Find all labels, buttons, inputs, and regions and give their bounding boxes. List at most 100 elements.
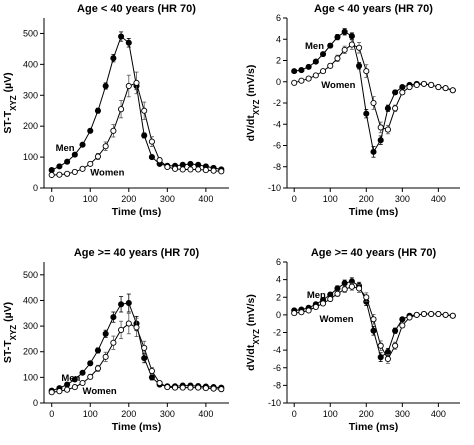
data-point <box>384 348 391 355</box>
data-point <box>141 355 148 362</box>
data-point <box>71 384 78 391</box>
x-tick-label: 300 <box>160 194 175 204</box>
y-tick-label: -10 <box>268 398 281 408</box>
data-point <box>327 42 334 49</box>
y-tick-label: -6 <box>273 363 281 373</box>
data-point <box>102 143 109 150</box>
y-tick-label: 500 <box>23 270 38 280</box>
y-tick-label: 2 <box>276 56 281 66</box>
series-label: Men <box>307 290 326 301</box>
y-axis-label: ST-TXYZ (µV) <box>2 72 18 133</box>
data-point <box>413 311 420 318</box>
data-point <box>399 84 406 91</box>
data-point <box>377 124 384 131</box>
y-tick-label: 100 <box>23 152 38 162</box>
y-tick-label: 6 <box>276 257 281 267</box>
data-point <box>110 339 117 346</box>
data-point <box>87 160 94 167</box>
y-tick-label: 2 <box>276 292 281 302</box>
data-point <box>71 151 78 158</box>
data-point <box>141 344 148 351</box>
data-point <box>428 81 435 88</box>
series-label: Women <box>90 168 124 179</box>
data-point <box>79 379 86 387</box>
data-point <box>370 316 377 323</box>
x-tick-label: 100 <box>323 409 338 419</box>
x-axis-label: Time (ms) <box>349 206 398 218</box>
chart-panel-2: Age < 40 years (HR 70) 0 100 200 300 400 -10 -8… <box>245 3 460 218</box>
data-point <box>171 384 179 391</box>
data-point <box>334 34 341 41</box>
data-point <box>218 386 225 393</box>
data-point <box>87 127 94 134</box>
data-point <box>406 84 413 91</box>
data-point <box>363 294 370 301</box>
data-point <box>356 285 363 292</box>
y-tick-label: -4 <box>273 119 281 129</box>
y-tick-label: -8 <box>273 162 281 172</box>
data-point <box>420 80 428 87</box>
x-tick-label: 0 <box>49 409 54 419</box>
data-point <box>319 68 327 75</box>
data-point <box>399 89 406 96</box>
data-point <box>102 82 109 90</box>
y-tick-label: 400 <box>23 59 38 69</box>
data-point <box>399 316 406 323</box>
y-tick-label: 4 <box>276 275 281 285</box>
data-point <box>319 51 327 58</box>
data-point <box>110 55 117 62</box>
data-point <box>195 166 202 173</box>
data-point <box>79 141 86 148</box>
data-point <box>64 386 71 393</box>
y-tick-label: 300 <box>23 321 38 331</box>
data-point <box>312 72 319 79</box>
data-point <box>56 388 63 395</box>
data-point <box>341 46 348 53</box>
data-point <box>392 327 399 334</box>
data-point <box>71 168 78 175</box>
data-point <box>348 283 355 290</box>
data-point <box>406 314 413 321</box>
chart-panel-1: Age < 40 years (HR 70) 0 100 200 300 400 0 100 2… <box>2 3 229 218</box>
x-tick-label: 200 <box>121 409 136 419</box>
data-point <box>79 369 86 376</box>
data-point <box>210 167 217 174</box>
data-point <box>363 68 370 75</box>
series-women <box>291 282 456 364</box>
data-point <box>125 320 132 327</box>
x-tick-label: 0 <box>49 194 54 204</box>
data-point <box>148 138 155 145</box>
data-point <box>384 355 391 362</box>
y-tick-label: 4 <box>276 34 281 44</box>
data-point <box>94 153 102 160</box>
y-tick-label: 6 <box>276 13 281 23</box>
x-tick-label: 0 <box>292 194 297 204</box>
data-point <box>334 55 341 62</box>
data-point <box>377 342 384 349</box>
y-tick-label: 200 <box>23 347 38 357</box>
x-tick-label: 100 <box>323 194 338 204</box>
data-point <box>370 99 377 107</box>
series-label: Men <box>61 373 80 384</box>
data-point <box>202 167 209 174</box>
data-point <box>327 62 334 69</box>
data-point <box>341 28 348 35</box>
data-point <box>125 82 132 90</box>
data-point <box>187 384 194 391</box>
data-point <box>125 39 132 46</box>
data-point <box>392 105 399 112</box>
data-point <box>156 157 163 164</box>
data-point <box>79 165 86 172</box>
x-tick-label: 200 <box>121 194 136 204</box>
data-point <box>420 310 428 318</box>
data-point <box>141 132 148 139</box>
series-women <box>48 71 225 179</box>
data-point <box>48 171 55 179</box>
series-label: Women <box>319 314 353 325</box>
data-point <box>291 310 298 317</box>
data-point <box>48 389 55 396</box>
y-tick-label: 500 <box>23 28 38 38</box>
data-point <box>305 75 312 82</box>
data-point <box>218 168 225 175</box>
x-tick-label: 200 <box>359 194 374 204</box>
